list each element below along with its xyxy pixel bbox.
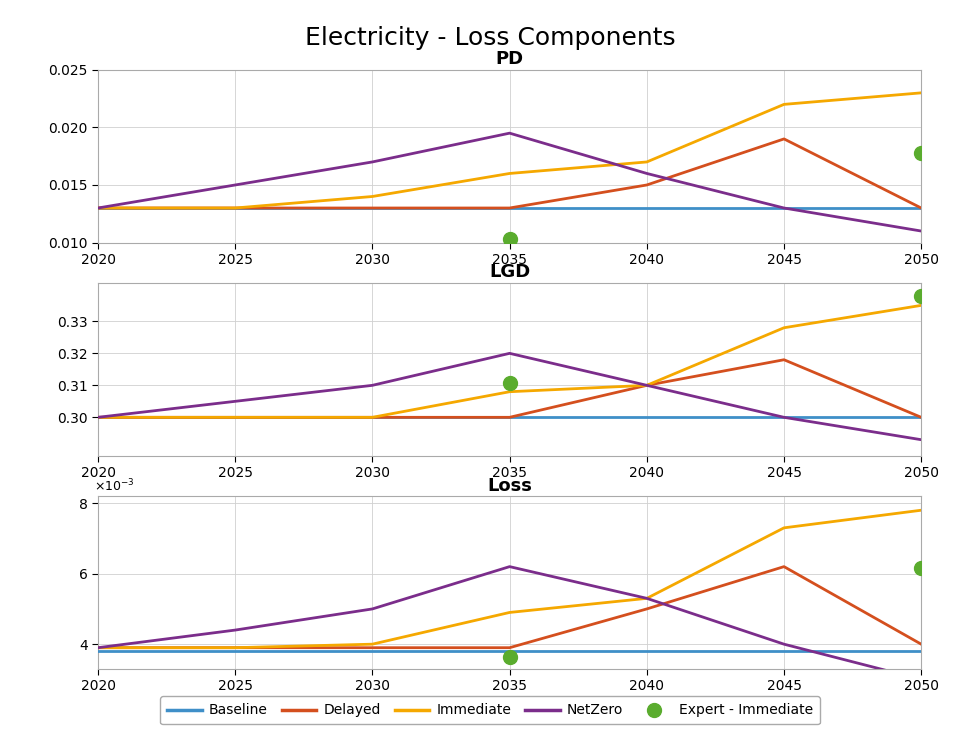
Point [502,233,517,245]
Point [913,147,929,159]
Point [502,651,517,663]
Legend: Baseline, Delayed, Immediate, NetZero, Expert - Immediate: Baseline, Delayed, Immediate, NetZero, E… [161,697,819,725]
Title: Loss: Loss [487,476,532,495]
Title: PD: PD [496,50,523,68]
Point [502,377,517,389]
Title: LGD: LGD [489,263,530,282]
Point [913,290,929,301]
Text: Electricity - Loss Components: Electricity - Loss Components [305,26,675,50]
Text: $\times 10^{-3}$: $\times 10^{-3}$ [94,478,134,495]
Point [913,562,929,574]
